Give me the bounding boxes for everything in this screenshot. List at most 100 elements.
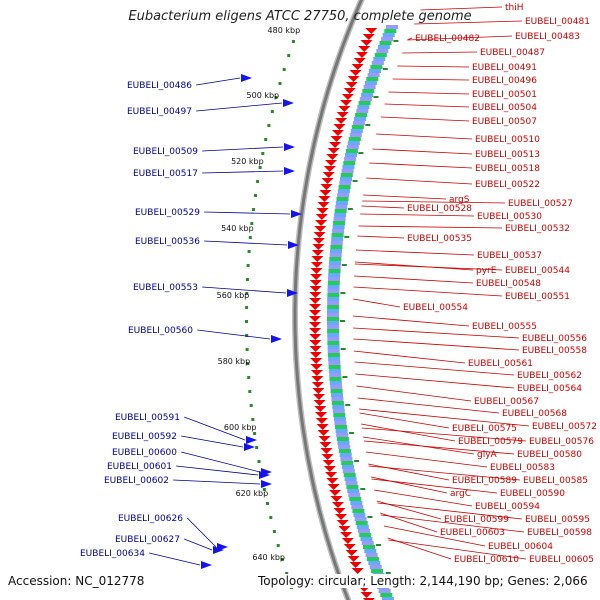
content-band-segment <box>333 413 346 417</box>
gene-arrow <box>322 460 335 466</box>
gene-arrow <box>318 196 331 202</box>
inner-marker <box>354 460 360 462</box>
content-band-segment <box>361 93 374 97</box>
scale-dot <box>252 208 255 211</box>
gene-arrow <box>311 256 324 262</box>
right-gene-label: EUBELI_00575 <box>452 424 517 434</box>
content-band-segment <box>350 129 363 133</box>
scale-tick-label: 500 kbp <box>247 91 280 100</box>
scale-dot <box>258 166 262 169</box>
gene-arrow <box>320 448 333 454</box>
scale-tick-label: 560 kbp <box>217 291 250 300</box>
inner-marker <box>393 40 399 42</box>
gene-arrow <box>309 286 322 292</box>
content-band-segment <box>344 477 357 481</box>
right-gene-label: EUBELI_00504 <box>472 103 537 113</box>
content-band-segment <box>327 313 339 317</box>
inner-marker <box>341 264 347 266</box>
right-gene-label: EUBELI_00580 <box>517 450 582 460</box>
gene-arrow <box>315 418 328 424</box>
right-gene-label: EUBELI_00535 <box>407 234 472 244</box>
gene-arrow <box>330 136 343 142</box>
gene-arrow <box>358 46 371 52</box>
scale-dot <box>282 68 286 71</box>
right-leader-line <box>354 263 503 271</box>
scale-dot <box>264 138 268 141</box>
content-band-segment <box>327 309 339 313</box>
blue-gene-arrow <box>246 436 257 444</box>
left-leader-line <box>186 517 217 548</box>
inner-marker <box>352 180 358 182</box>
content-band-segment <box>327 353 340 357</box>
content-band-segment <box>373 57 386 61</box>
gene-arrow <box>329 142 342 148</box>
content-band-segment <box>327 305 340 309</box>
right-leader-line <box>353 338 520 351</box>
content-band-segment <box>350 501 363 505</box>
map-title: Eubacterium eligens ATCC 27750, complete… <box>128 9 472 24</box>
gene-arrow <box>309 346 322 352</box>
content-band-segment <box>331 401 344 405</box>
right-leader-line <box>356 385 472 402</box>
content-band-segment <box>381 597 394 600</box>
gene-arrow <box>315 220 328 226</box>
inner-marker <box>365 124 371 126</box>
gene-arrow <box>318 436 331 442</box>
content-band-segment <box>328 269 341 273</box>
content-band-segment <box>329 257 342 261</box>
inner-marker <box>376 544 381 546</box>
gene-arrow <box>336 112 349 118</box>
content-band-segment <box>347 489 360 493</box>
gene-arrow <box>310 268 323 274</box>
scale-tick-label: 600 kbp <box>224 423 257 432</box>
left-leader-line <box>204 240 288 246</box>
gene-arrow <box>340 532 353 538</box>
right-gene-label: EUBELI_00561 <box>468 359 533 369</box>
scale-tick-label: 580 kbp <box>218 357 251 366</box>
gene-arrow <box>333 124 346 130</box>
gene-arrow <box>323 166 336 172</box>
right-gene-label: glyA <box>477 450 498 460</box>
gene-arrow <box>316 208 329 214</box>
left-gene-label: EUBELI_00634 <box>80 549 145 559</box>
inner-marker <box>347 208 353 210</box>
inner-marker <box>345 404 351 406</box>
left-leader-line <box>196 102 283 112</box>
content-band-segment <box>327 337 340 341</box>
gene-arrow <box>325 472 338 478</box>
right-leader-line <box>414 20 523 25</box>
right-gene-label: EUBELI_00496 <box>472 76 537 86</box>
content-band-segment <box>376 49 389 53</box>
content-band-segment <box>340 173 353 177</box>
right-gene-label: EUBELI_00507 <box>472 117 537 127</box>
scale-dot <box>245 334 249 337</box>
content-band-segment <box>338 185 351 189</box>
gene-arrow <box>312 244 325 250</box>
gene-arrow <box>309 316 321 322</box>
right-leader-line <box>388 539 527 560</box>
gene-arrow <box>341 94 354 100</box>
right-leader-line <box>363 440 515 455</box>
content-band-segment <box>327 329 340 333</box>
left-leader-line <box>173 479 261 485</box>
scale-dot <box>274 96 278 99</box>
accession-text: Accession: NC_012778 <box>8 574 145 588</box>
content-band-segment <box>343 161 356 165</box>
content-band-segment <box>334 213 347 217</box>
content-band-segment <box>327 345 340 349</box>
gene-arrow <box>315 412 328 418</box>
inner-marker <box>344 236 350 238</box>
right-leader-line <box>366 177 473 185</box>
inner-marker <box>367 516 373 518</box>
gene-arrow <box>360 40 373 46</box>
scale-dot <box>247 250 251 253</box>
gene-arrow <box>312 388 325 394</box>
gene-arrow <box>321 454 334 460</box>
gene-arrow <box>326 154 339 160</box>
right-gene-label: EUBELI_00548 <box>476 279 541 289</box>
right-leader-line <box>374 489 473 507</box>
gene-arrow <box>351 568 364 574</box>
scale-dot <box>245 278 249 281</box>
content-band-segment <box>329 253 342 257</box>
content-band-segment <box>327 281 340 285</box>
